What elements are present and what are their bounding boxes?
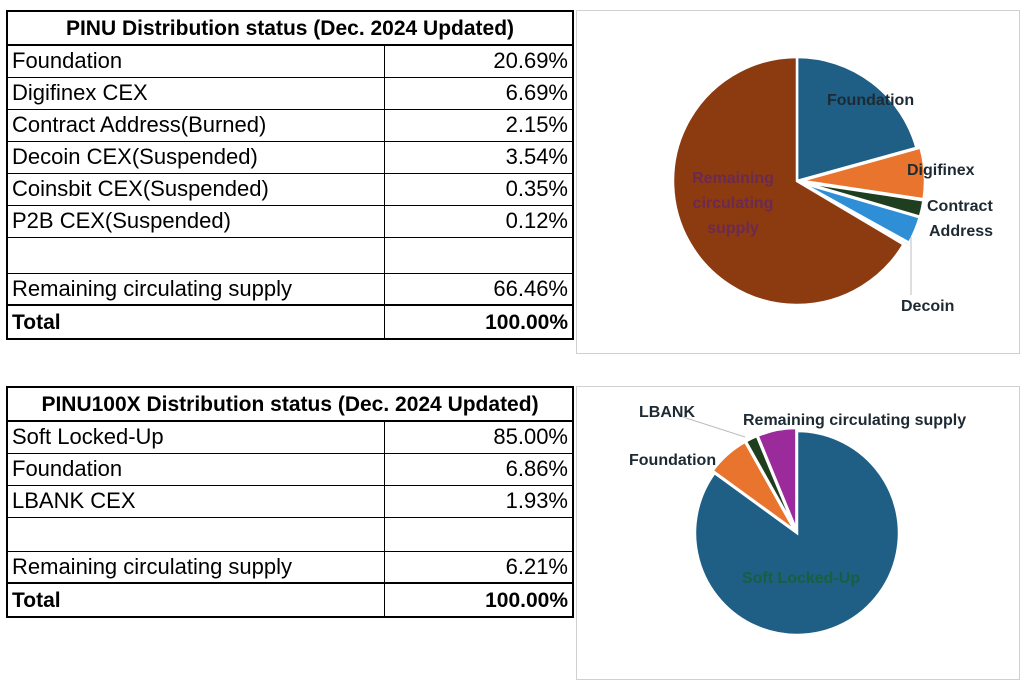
row-value: 0.12% — [383, 204, 574, 238]
total-row: Total 100.00% — [6, 304, 574, 340]
row-value: 0.35% — [383, 172, 574, 206]
row-value: 66.46% — [383, 272, 574, 306]
row-label: Foundation — [6, 452, 385, 486]
table-row: LBANK CEX 1.93% — [6, 484, 574, 518]
table-row: Remaining circulating supply 66.46% — [6, 272, 574, 306]
row-value — [383, 516, 574, 552]
table-row: P2B CEX(Suspended) 0.12% — [6, 204, 574, 238]
table-title: PINU Distribution status (Dec. 2024 Upda… — [6, 10, 574, 46]
pinu100x-distribution-table: PINU100X Distribution status (Dec. 2024 … — [6, 386, 574, 618]
row-label — [6, 516, 385, 552]
pie-slice-remaining1 — [671, 55, 906, 307]
pie-slice-soft — [693, 429, 901, 637]
table-row: Remaining circulating supply 6.21% — [6, 550, 574, 584]
slice-label-decoin: Decoin — [901, 298, 954, 315]
table-row: Foundation 6.86% — [6, 452, 574, 486]
row-label — [6, 236, 385, 274]
slice-label-remaining: Remaining circulating supply — [743, 412, 966, 429]
row-value: 3.54% — [383, 140, 574, 174]
row-value: 6.21% — [383, 550, 574, 584]
row-label: P2B CEX(Suspended) — [6, 204, 385, 238]
slice-label-foundation: Foundation — [629, 452, 716, 469]
row-value: 1.93% — [383, 484, 574, 518]
row-value: 6.86% — [383, 452, 574, 486]
table-row-empty — [6, 516, 574, 552]
row-value: 2.15% — [383, 108, 574, 142]
table-row-empty — [6, 236, 574, 274]
total-value: 100.00% — [383, 582, 574, 618]
slice-label-lbank: LBANK — [639, 404, 695, 421]
total-label: Total — [6, 582, 385, 618]
slice-label-remaining: Remaining circulating supply — [692, 170, 774, 237]
pie-slice-remaining2 — [755, 426, 798, 531]
table-row: Foundation 20.69% — [6, 44, 574, 78]
pinu-pie-chart-panel: Foundation Digifinex Contract Address Dec… — [576, 10, 1020, 354]
pinu-distribution-table: PINU Distribution status (Dec. 2024 Upda… — [6, 10, 574, 340]
pie-slice-foundation — [795, 55, 919, 183]
pinu100x-pie-chart-panel: LBANK Foundation Remaining circulating s… — [576, 386, 1020, 680]
table-row: Digifinex CEX 6.69% — [6, 76, 574, 110]
slice-label-contract: Contract Address — [927, 198, 993, 240]
total-row: Total 100.00% — [6, 582, 574, 618]
row-label: Remaining circulating supply — [6, 550, 385, 584]
table-title: PINU100X Distribution status (Dec. 2024 … — [6, 386, 574, 422]
row-label: Decoin CEX(Suspended) — [6, 140, 385, 174]
row-value — [383, 236, 574, 274]
slice-label-soft-locked-up: Soft Locked-Up — [742, 570, 860, 587]
row-label: Digifinex CEX — [6, 76, 385, 110]
row-label: Contract Address(Burned) — [6, 108, 385, 142]
pinu100x-pie-chart: LBANK Foundation Remaining circulating s… — [629, 404, 966, 637]
row-label: Remaining circulating supply — [6, 272, 385, 306]
table-row: Coinsbit CEX(Suspended) 0.35% — [6, 172, 574, 206]
row-value: 85.00% — [383, 420, 574, 454]
table-row: Decoin CEX(Suspended) 3.54% — [6, 140, 574, 174]
table-row: Contract Address(Burned) 2.15% — [6, 108, 574, 142]
lbank-leader-line — [682, 416, 746, 438]
row-label: Soft Locked-Up — [6, 420, 385, 454]
row-value: 20.69% — [383, 44, 574, 78]
row-label: LBANK CEX — [6, 484, 385, 518]
table-row: Soft Locked-Up 85.00% — [6, 420, 574, 454]
row-value: 6.69% — [383, 76, 574, 110]
total-value: 100.00% — [383, 304, 574, 340]
total-label: Total — [6, 304, 385, 340]
pinu-pie-chart: Foundation Digifinex Contract Address Dec… — [671, 55, 993, 315]
slice-label-digifinex: Digifinex — [907, 162, 975, 179]
row-label: Foundation — [6, 44, 385, 78]
slice-label-foundation: Foundation — [827, 92, 914, 109]
row-label: Coinsbit CEX(Suspended) — [6, 172, 385, 206]
